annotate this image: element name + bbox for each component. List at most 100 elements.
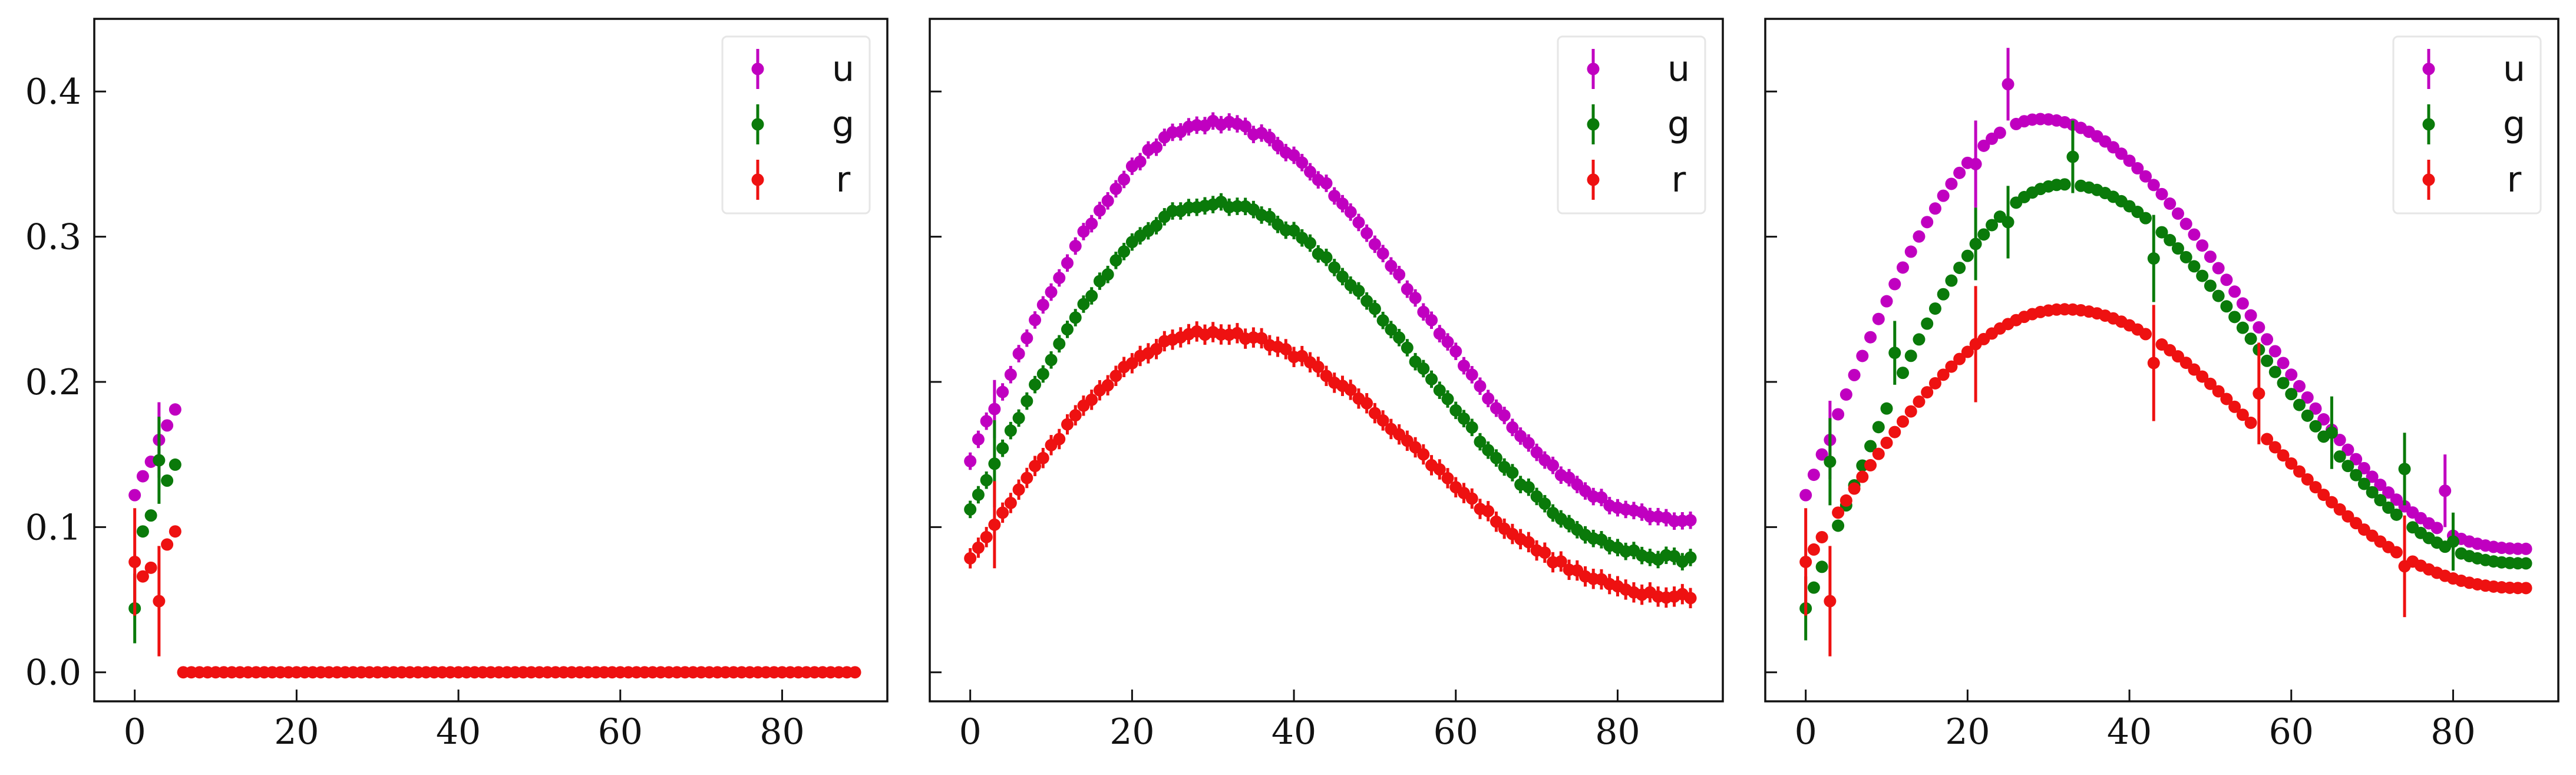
data-point-r bbox=[2253, 387, 2265, 400]
data-point-u bbox=[2519, 542, 2532, 555]
data-point-r bbox=[1896, 415, 1909, 428]
data-point-u bbox=[2301, 391, 2314, 404]
data-point-g bbox=[2058, 178, 2071, 191]
data-point-r bbox=[2268, 441, 2281, 454]
data-point-g bbox=[1336, 270, 1349, 283]
legend-marker-g bbox=[2422, 118, 2435, 131]
data-point-r bbox=[1312, 360, 1325, 373]
data-point-u bbox=[2155, 187, 2168, 200]
data-point-g bbox=[1538, 497, 1551, 510]
axes-frame bbox=[1764, 18, 2560, 703]
data-point-r bbox=[1255, 332, 1268, 345]
data-point-g bbox=[1490, 451, 1502, 464]
data-point-r bbox=[2301, 473, 2314, 486]
data-point-g bbox=[1101, 268, 1114, 281]
data-point-u bbox=[1036, 298, 1049, 311]
legend-marker-g bbox=[1587, 118, 1600, 131]
data-point-u bbox=[2188, 228, 2201, 241]
data-point-r bbox=[1376, 414, 1389, 427]
data-point-u bbox=[1547, 459, 1560, 472]
data-point-g bbox=[2374, 494, 2387, 507]
data-point-g bbox=[2390, 508, 2403, 521]
data-point-g bbox=[1815, 560, 1828, 573]
data-point-r bbox=[2317, 489, 2330, 502]
data-point-u bbox=[1474, 380, 1487, 393]
data-point-r bbox=[1036, 451, 1049, 464]
data-point-g bbox=[2220, 300, 2233, 313]
data-point-r bbox=[1864, 459, 1877, 471]
data-point-u bbox=[2285, 368, 2298, 381]
data-point-u bbox=[1425, 314, 1438, 327]
data-point-u bbox=[2374, 479, 2387, 492]
data-point-u bbox=[1921, 216, 1934, 229]
data-point-g bbox=[1304, 236, 1317, 249]
data-point-r bbox=[136, 570, 149, 583]
data-point-r bbox=[1029, 460, 1042, 473]
series-u bbox=[964, 112, 1697, 530]
data-point-r bbox=[972, 541, 985, 554]
data-point-g bbox=[1287, 224, 1300, 237]
data-point-u bbox=[1913, 230, 1926, 243]
left-panel: 0 20 40 60 80 0.0 0.1 0.2 0.3 0.4 ugr bbox=[25, 18, 889, 753]
y-tick-label: 0.2 bbox=[25, 362, 81, 403]
data-point-g bbox=[1482, 444, 1495, 457]
data-point-g bbox=[1888, 347, 1901, 360]
data-point-u bbox=[2212, 262, 2225, 275]
data-point-u bbox=[2366, 470, 2379, 483]
data-point-g bbox=[1433, 384, 1446, 397]
data-point-u bbox=[1441, 335, 1454, 348]
legend: ugr bbox=[721, 35, 871, 215]
data-point-r bbox=[1004, 496, 1017, 509]
data-point-r bbox=[1888, 426, 1901, 438]
data-point-u bbox=[2147, 179, 2160, 192]
data-point-r bbox=[1101, 379, 1114, 392]
data-point-u bbox=[1433, 327, 1446, 340]
data-point-r bbox=[1150, 342, 1163, 355]
data-point-u bbox=[2253, 321, 2265, 334]
data-point-r bbox=[2196, 370, 2209, 383]
data-point-u bbox=[1457, 360, 1470, 372]
data-layer bbox=[964, 112, 1697, 609]
data-point-g bbox=[2244, 332, 2257, 345]
data-point-u bbox=[1360, 227, 1373, 240]
data-point-u bbox=[1799, 489, 1812, 502]
data-point-u bbox=[1401, 283, 1414, 296]
data-point-r bbox=[161, 538, 174, 551]
legend: ugr bbox=[2392, 35, 2542, 215]
data-point-r bbox=[1085, 393, 1098, 406]
legend-marker-r bbox=[2422, 173, 2435, 186]
data-point-g bbox=[1506, 466, 1519, 479]
data-point-r bbox=[1953, 352, 1966, 365]
data-point-u bbox=[1953, 166, 1966, 179]
data-point-u bbox=[1304, 165, 1317, 178]
data-point-r bbox=[2228, 400, 2241, 413]
data-point-g bbox=[2196, 269, 2209, 282]
data-point-u bbox=[1320, 177, 1333, 190]
data-point-g bbox=[2285, 388, 2298, 401]
x-tick-label: 40 bbox=[2107, 711, 2152, 753]
data-point-u bbox=[2261, 333, 2274, 346]
data-point-r bbox=[1465, 492, 1478, 505]
data-point-u bbox=[2268, 345, 2281, 358]
data-point-g bbox=[1360, 295, 1373, 308]
data-point-g bbox=[1263, 210, 1276, 223]
data-point-u bbox=[1012, 347, 1025, 360]
data-point-r bbox=[2236, 408, 2249, 421]
data-point-u bbox=[1409, 292, 1422, 305]
data-point-r bbox=[1807, 543, 1820, 556]
data-point-g bbox=[1077, 298, 1090, 311]
data-point-u bbox=[1498, 409, 1511, 422]
data-point-r bbox=[848, 666, 861, 679]
data-point-r bbox=[2325, 496, 2338, 509]
data-point-r bbox=[153, 595, 166, 608]
data-point-r bbox=[2204, 377, 2217, 390]
data-point-g bbox=[2301, 409, 2314, 422]
data-point-g bbox=[2293, 398, 2306, 411]
data-point-g bbox=[1352, 285, 1365, 298]
data-point-u bbox=[972, 433, 985, 446]
data-point-u bbox=[1336, 197, 1349, 210]
data-point-u bbox=[1029, 314, 1042, 327]
data-point-u bbox=[1490, 402, 1502, 415]
legend-label-g: g bbox=[832, 104, 854, 145]
data-point-r bbox=[1799, 555, 1812, 568]
